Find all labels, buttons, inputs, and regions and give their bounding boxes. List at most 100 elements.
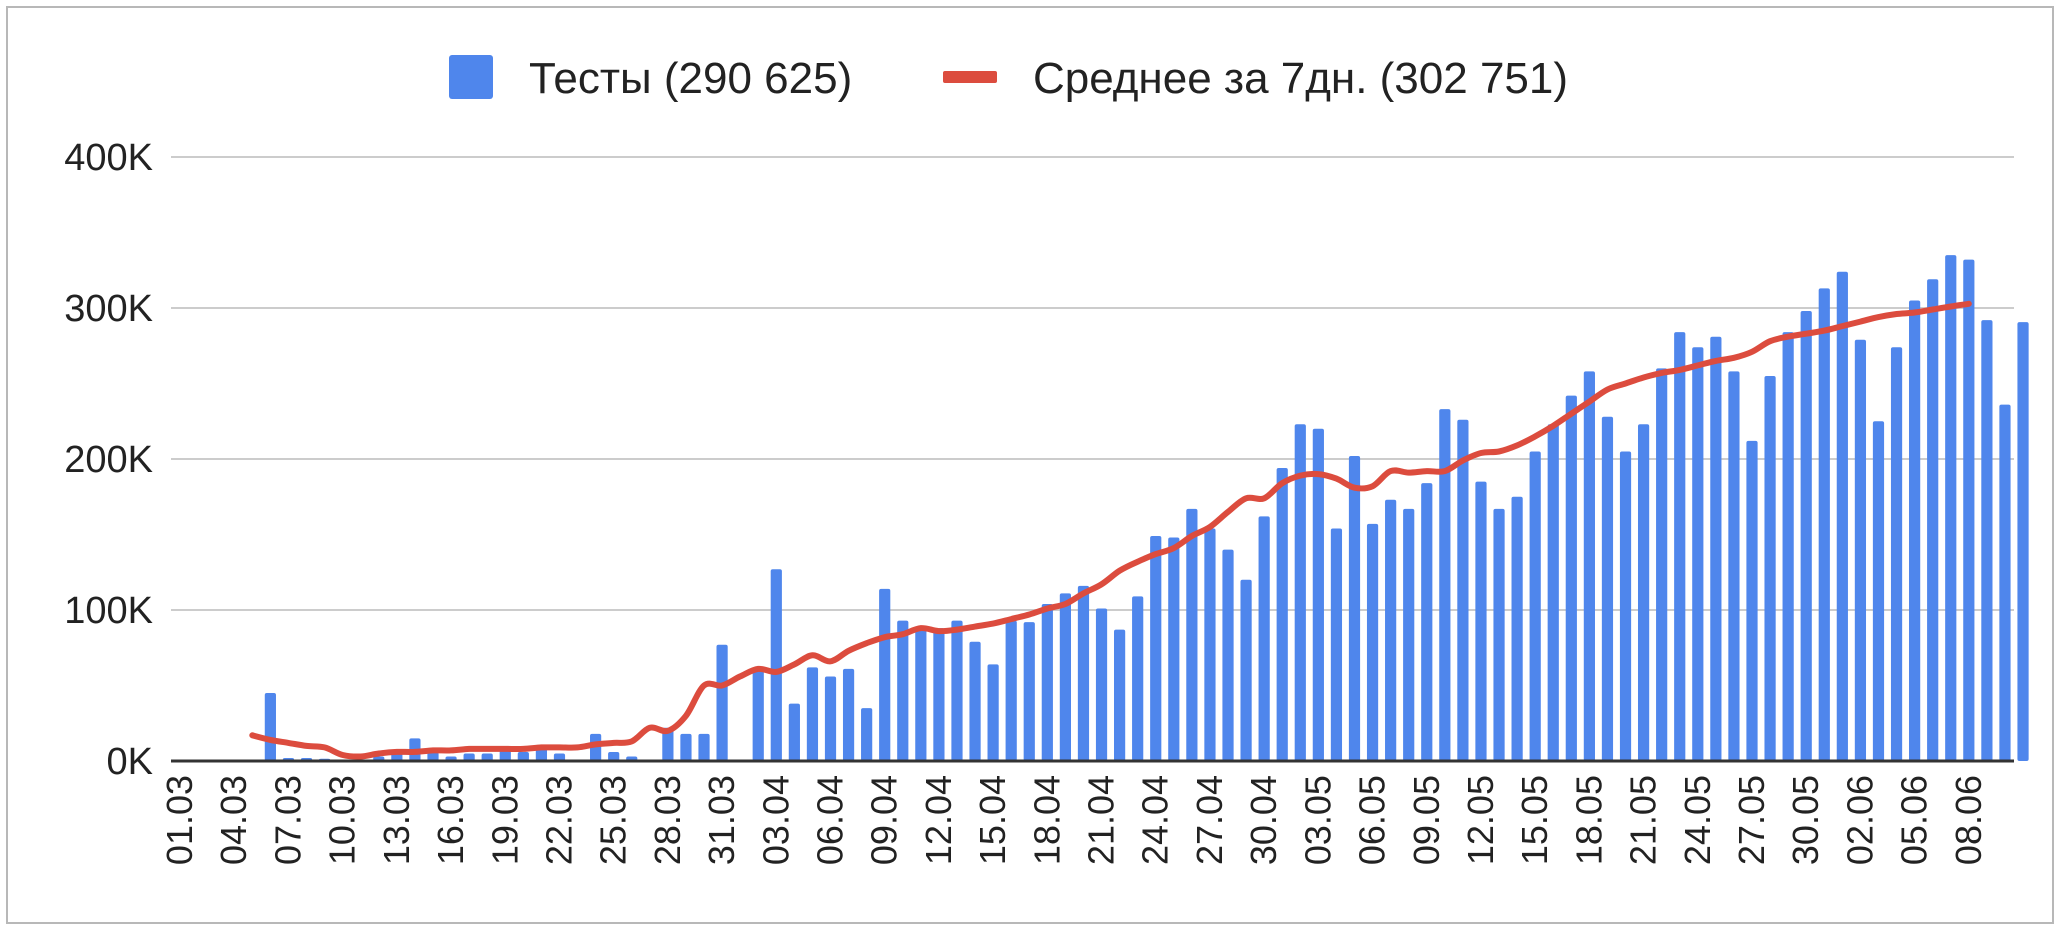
bar xyxy=(1872,421,1885,761)
y-tick-label: 400K xyxy=(64,137,153,179)
x-tick-label: 04.03 xyxy=(213,775,254,865)
bar xyxy=(1132,596,1144,761)
bar xyxy=(1168,537,1180,761)
bar xyxy=(770,569,782,761)
bar xyxy=(915,626,927,761)
legend-swatch-bars xyxy=(449,55,493,99)
x-tick-label: 25.03 xyxy=(593,775,634,865)
bar xyxy=(788,703,800,761)
bar xyxy=(1114,629,1126,761)
legend: Тесты (290 625) Среднее за 7дн. (302 751… xyxy=(449,54,1568,103)
bar xyxy=(1294,424,1306,761)
x-tick-label: 27.04 xyxy=(1189,775,1230,865)
x-tick-label: 16.03 xyxy=(430,775,471,865)
bar xyxy=(1800,311,1812,761)
bar xyxy=(1077,585,1090,761)
x-tick-label: 09.04 xyxy=(864,775,905,865)
bar xyxy=(1439,409,1451,761)
bar xyxy=(608,751,620,761)
chart-frame: Тесты (290 625) Среднее за 7дн. (302 751… xyxy=(6,6,2054,924)
bar xyxy=(1005,620,1017,761)
average-line xyxy=(249,300,1972,760)
bar xyxy=(1041,603,1053,761)
x-tick-label: 08.06 xyxy=(1948,775,1989,865)
bar xyxy=(1529,451,1541,761)
bar xyxy=(1945,255,1957,761)
bar xyxy=(1818,288,1830,761)
bar xyxy=(427,751,439,761)
bar xyxy=(987,664,999,761)
bar xyxy=(1366,523,1379,761)
x-tick-label: 18.04 xyxy=(1026,775,1067,865)
x-tick-label: 10.03 xyxy=(322,775,363,865)
gridlines xyxy=(171,156,2014,611)
y-axis-ticks: 0K 100K 200K 300K 400K xyxy=(64,137,153,783)
bar xyxy=(1023,622,1035,761)
bar xyxy=(897,620,909,761)
bar xyxy=(1854,339,1867,761)
bar xyxy=(969,641,981,761)
x-tick-label: 21.04 xyxy=(1081,775,1122,865)
bar xyxy=(499,750,511,761)
bar xyxy=(1312,428,1324,761)
bar xyxy=(698,733,710,761)
bar xyxy=(806,667,819,761)
y-tick-label: 200K xyxy=(64,439,153,481)
bar xyxy=(716,644,728,761)
x-tick-label: 15.05 xyxy=(1514,775,1555,865)
x-tick-label: 01.03 xyxy=(159,775,200,865)
bar xyxy=(1656,368,1668,761)
bar xyxy=(264,693,276,761)
bar xyxy=(1890,347,1903,761)
bar xyxy=(1565,395,1577,761)
bar xyxy=(1674,332,1686,761)
x-tick-label: 09.05 xyxy=(1406,775,1447,865)
legend-label-line: Среднее за 7дн. (302 751) xyxy=(1033,54,1568,103)
bar xyxy=(752,670,764,761)
bar xyxy=(517,751,529,761)
bar xyxy=(933,628,945,761)
x-tick-label: 24.05 xyxy=(1677,775,1718,865)
x-tick-label: 06.05 xyxy=(1352,775,1393,865)
bar xyxy=(1547,424,1559,761)
x-tick-label: 18.05 xyxy=(1568,775,1609,865)
x-tick-label: 13.03 xyxy=(376,775,417,865)
bar xyxy=(1095,608,1108,761)
bar xyxy=(662,727,674,761)
legend-swatch-line xyxy=(943,71,997,83)
bar xyxy=(824,676,837,761)
bar xyxy=(1963,259,1975,761)
bar xyxy=(1493,508,1505,761)
bar xyxy=(1240,579,1252,761)
combo-chart: Тесты (290 625) Среднее за 7дн. (302 751… xyxy=(64,54,2029,865)
bar xyxy=(680,733,692,761)
bar xyxy=(2017,322,2029,761)
bar xyxy=(1258,516,1270,761)
bar xyxy=(1186,508,1198,761)
bar xyxy=(463,753,475,761)
bar xyxy=(1909,300,1921,761)
bar xyxy=(391,753,403,761)
x-tick-label: 22.03 xyxy=(539,775,580,865)
bar xyxy=(1204,528,1216,761)
bar xyxy=(1059,593,1071,761)
bar xyxy=(1619,451,1632,761)
bar xyxy=(1782,332,1794,761)
x-tick-label: 15.04 xyxy=(972,775,1013,865)
bar xyxy=(861,708,873,761)
bar xyxy=(1710,336,1722,761)
x-tick-label: 21.05 xyxy=(1623,775,1664,865)
bar-series xyxy=(264,255,2029,761)
bar xyxy=(1999,404,2011,761)
bar xyxy=(1583,371,1595,761)
legend-label-bars: Тесты (290 625) xyxy=(529,54,852,103)
bar xyxy=(1403,508,1415,761)
x-tick-label: 03.04 xyxy=(755,775,796,865)
y-tick-label: 300K xyxy=(64,288,153,330)
x-tick-label: 31.03 xyxy=(701,775,742,865)
bar xyxy=(1764,375,1776,761)
x-tick-label: 12.04 xyxy=(918,775,959,865)
y-tick-label: 100K xyxy=(64,590,153,632)
x-tick-label: 30.05 xyxy=(1785,775,1826,865)
bar xyxy=(1927,279,1939,761)
